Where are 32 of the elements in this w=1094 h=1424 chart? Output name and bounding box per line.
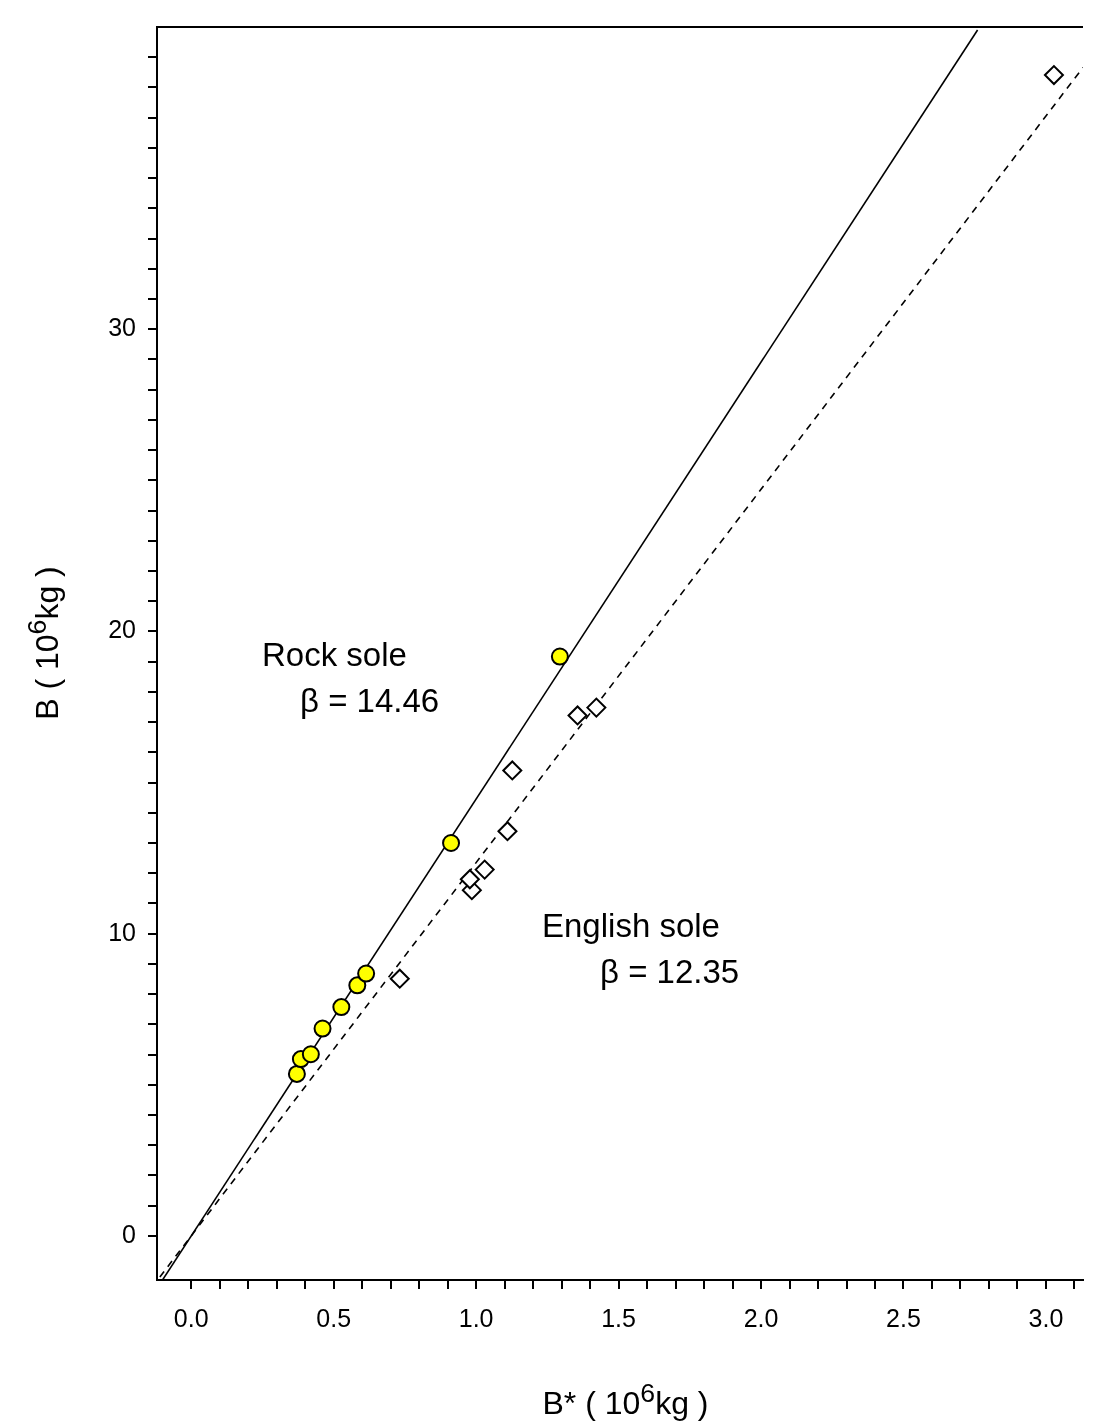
- x-tick-label: 3.0: [1028, 1303, 1064, 1332]
- annotation: Rock sole: [262, 636, 407, 674]
- point: [474, 859, 495, 880]
- x-tick-label: 2.5: [886, 1303, 921, 1332]
- point: [442, 833, 461, 852]
- y-tick-label: 0: [122, 1219, 136, 1248]
- x-tick-label: 1.0: [458, 1303, 494, 1332]
- point: [1043, 65, 1064, 86]
- point: [389, 968, 410, 989]
- x-axis-title: B* ( 10$^{6}$kg ): [541, 1378, 710, 1422]
- point: [357, 964, 376, 983]
- annotation: β = 12.35: [600, 953, 740, 991]
- point: [502, 760, 523, 781]
- x-tick-label: 0.0: [173, 1303, 209, 1332]
- point: [313, 1019, 332, 1038]
- point: [586, 697, 607, 718]
- point: [567, 705, 588, 726]
- point: [550, 647, 569, 666]
- point: [332, 998, 351, 1017]
- y-tick-label: 10: [108, 917, 136, 946]
- y-tick-label: 20: [108, 615, 136, 644]
- point: [459, 869, 480, 890]
- y-tick-label: 30: [108, 313, 136, 342]
- x-tick-label: 0.5: [316, 1303, 352, 1332]
- point: [301, 1045, 320, 1064]
- annotation: English sole: [542, 907, 720, 945]
- annotation: β = 14.46: [300, 682, 440, 720]
- point: [497, 821, 518, 842]
- point: [348, 976, 367, 995]
- point: [287, 1064, 306, 1083]
- x-tick-label: 1.5: [601, 1303, 636, 1332]
- x-tick-label: 2.0: [743, 1303, 779, 1332]
